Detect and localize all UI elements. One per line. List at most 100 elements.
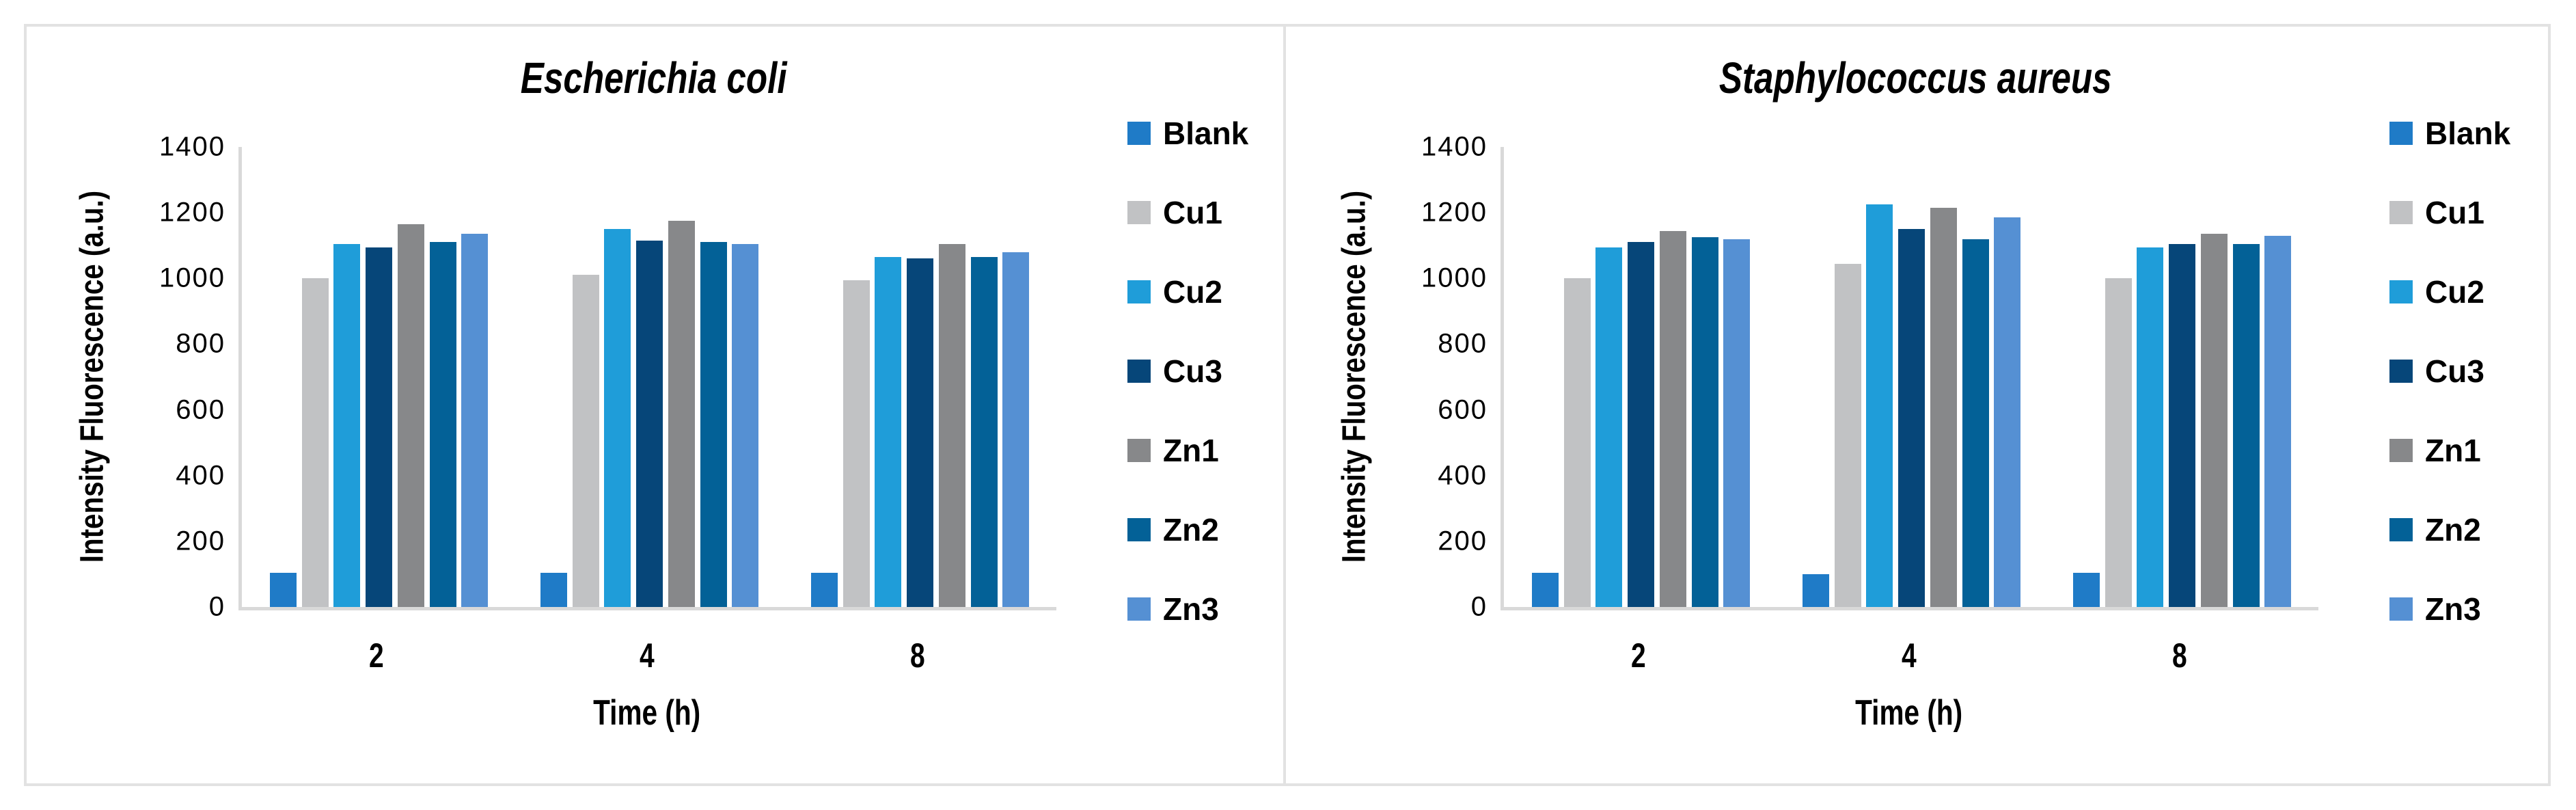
bar-cu2-t2 xyxy=(1595,247,1623,607)
y-axis-title: Intensity Fluorescence (a.u.) xyxy=(74,190,111,563)
legend-swatch-blank xyxy=(1127,122,1151,145)
legend-item-zn3: Zn3 xyxy=(2389,589,2481,630)
x-axis-title: Time (h) xyxy=(1772,692,2046,733)
legend-label: Cu1 xyxy=(1163,195,1222,230)
bar-cu3-t2 xyxy=(1628,242,1655,607)
legend-label: Zn1 xyxy=(1163,433,1219,468)
y-axis-line xyxy=(1501,147,1504,610)
bar-zn2-t8 xyxy=(970,257,998,607)
legend-swatch-zn1 xyxy=(2389,439,2413,462)
bar-blank-t8 xyxy=(811,573,838,607)
legend-item-zn2: Zn2 xyxy=(1127,509,1219,550)
x-tick-label: 8 xyxy=(877,636,959,675)
legend-item-blank: Blank xyxy=(1127,113,1248,154)
bar-blank-t4 xyxy=(1803,574,1829,607)
x-axis-line xyxy=(238,607,1056,610)
bar-blank-t4 xyxy=(540,573,567,607)
legend-item-cu3: Cu3 xyxy=(1127,351,1222,392)
y-tick-label: 800 xyxy=(176,328,225,359)
y-tick-label: 200 xyxy=(176,526,225,556)
bar-zn3-t4 xyxy=(732,244,759,607)
y-tick-label: 1000 xyxy=(159,262,225,293)
legend-swatch-zn2 xyxy=(1127,518,1151,541)
bar-zn3-t2 xyxy=(461,234,489,607)
legend-label: Cu3 xyxy=(1163,353,1222,389)
chart-panel-staphylococcus-aureus: Staphylococcus aureus Intensity Fluoresce… xyxy=(1286,24,2545,786)
legend-item-zn1: Zn1 xyxy=(1127,430,1219,471)
y-tick-label: 1400 xyxy=(159,131,225,162)
x-tick-text: 2 xyxy=(369,636,384,675)
chart-title: Staphylococcus aureus xyxy=(1286,53,2545,103)
legend-item-cu1: Cu1 xyxy=(1127,192,1222,233)
y-tick-label: 0 xyxy=(208,591,225,622)
y-tick-label: 1200 xyxy=(159,197,225,228)
legend-label: Zn2 xyxy=(2425,512,2481,548)
chart-panel-escherichia-coli: Escherichia coli Intensity Fluorescence (… xyxy=(24,24,1283,786)
y-tick-label: 800 xyxy=(1438,328,1488,359)
x-tick-text: 8 xyxy=(2172,636,2187,675)
legend-item-cu2: Cu2 xyxy=(1127,271,1222,312)
bar-cu2-t4 xyxy=(604,229,631,607)
legend-item-cu1: Cu1 xyxy=(2389,192,2484,233)
legend-item-blank: Blank xyxy=(2389,113,2510,154)
y-tick-label: 1400 xyxy=(1421,131,1488,162)
x-tick-label: 2 xyxy=(1598,636,1680,675)
chart-title-text: Escherichia coli xyxy=(520,53,787,103)
y-tick-label: 600 xyxy=(176,394,225,425)
x-tick-label: 4 xyxy=(606,636,688,675)
x-tick-text: 4 xyxy=(1902,636,1917,675)
bar-zn3-t8 xyxy=(1002,252,1030,607)
bar-cu3-t2 xyxy=(366,247,393,607)
legend-label: Blank xyxy=(2425,116,2511,151)
x-tick-label: 2 xyxy=(335,636,417,675)
legend-swatch-blank xyxy=(2389,122,2413,145)
legend-swatch-cu1 xyxy=(2389,201,2413,224)
legend-swatch-zn3 xyxy=(2389,597,2413,621)
bar-cu3-t4 xyxy=(636,241,663,607)
bar-cu1-t2 xyxy=(1563,278,1591,607)
y-tick-label: 1200 xyxy=(1421,197,1488,228)
y-tick-label: 0 xyxy=(1470,591,1488,622)
x-axis-title: Time (h) xyxy=(510,692,784,733)
legend-item-cu3: Cu3 xyxy=(2389,351,2484,392)
legend-swatch-zn2 xyxy=(2389,518,2413,541)
chart-title: Escherichia coli xyxy=(24,53,1283,103)
x-tick-label: 8 xyxy=(2139,636,2221,675)
legend-label: Zn2 xyxy=(1163,512,1219,548)
bar-cu2-t8 xyxy=(2137,247,2164,607)
bar-cu1-t8 xyxy=(842,280,870,607)
legend-swatch-cu3 xyxy=(2389,360,2413,383)
y-tick-label: 1000 xyxy=(1421,262,1488,293)
y-tick-label: 400 xyxy=(176,460,225,491)
bar-zn1-t2 xyxy=(1659,231,1686,607)
legend-item-zn2: Zn2 xyxy=(2389,509,2481,550)
y-tick-label: 400 xyxy=(1438,460,1488,491)
x-axis-title-text: Time (h) xyxy=(1855,693,1963,733)
legend-swatch-cu2 xyxy=(1127,280,1151,303)
panel-divider xyxy=(1283,24,1286,786)
legend-label: Zn1 xyxy=(2425,433,2481,468)
x-axis-title-text: Time (h) xyxy=(593,693,701,733)
y-tick-label: 600 xyxy=(1438,394,1488,425)
bar-cu3-t8 xyxy=(2169,244,2196,607)
legend-label: Zn3 xyxy=(2425,591,2481,627)
legend-label: Cu3 xyxy=(2425,353,2484,389)
legend-swatch-zn3 xyxy=(1127,597,1151,621)
x-tick-text: 4 xyxy=(640,636,655,675)
legend-swatch-cu1 xyxy=(1127,201,1151,224)
bar-zn2-t2 xyxy=(429,242,456,607)
x-tick-text: 8 xyxy=(910,636,925,675)
bar-blank-t2 xyxy=(270,573,297,607)
bar-cu1-t8 xyxy=(2105,278,2132,607)
legend-swatch-zn1 xyxy=(1127,439,1151,462)
bar-cu3-t8 xyxy=(907,258,934,607)
bar-zn1-t8 xyxy=(938,244,965,607)
legend-swatch-cu2 xyxy=(2389,280,2413,303)
legend-label: Blank xyxy=(1163,116,1249,151)
bar-cu2-t8 xyxy=(875,257,902,607)
bar-zn2-t2 xyxy=(1691,237,1718,607)
bar-blank-t8 xyxy=(2073,573,2100,607)
bar-cu2-t4 xyxy=(1866,204,1893,607)
legend-label: Cu2 xyxy=(2425,274,2484,310)
